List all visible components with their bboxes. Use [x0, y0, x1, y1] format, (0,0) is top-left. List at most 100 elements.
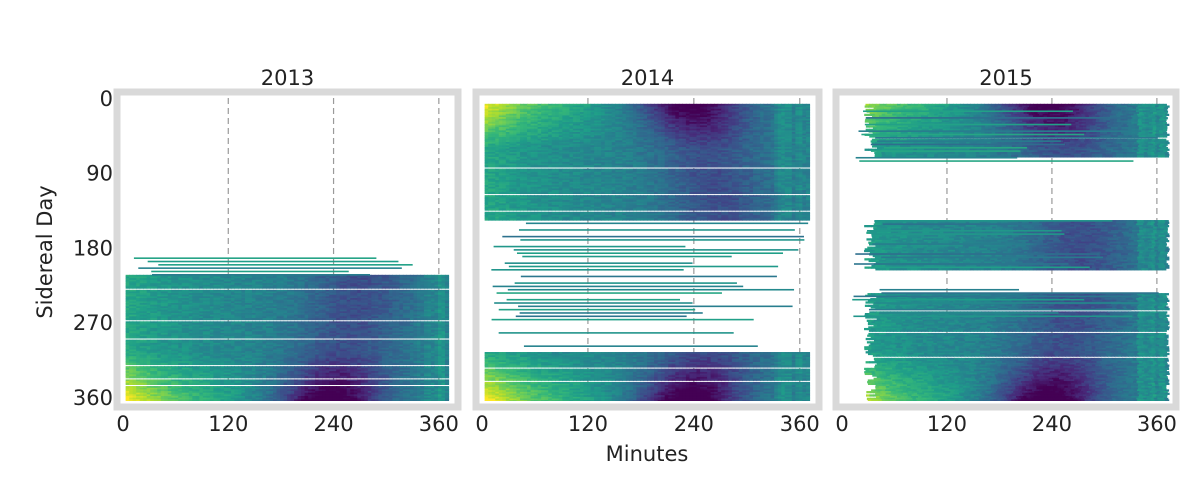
heatmap-cell	[132, 303, 137, 306]
heatmap-cell	[181, 317, 186, 321]
heatmap-cell	[430, 362, 436, 366]
heatmap-cell	[395, 332, 400, 336]
heatmap-cell	[308, 311, 313, 314]
heatmap-cell	[339, 299, 344, 302]
heatmap-cell	[311, 336, 316, 339]
heatmap-cell	[318, 313, 323, 316]
heatmap-cell	[199, 296, 204, 299]
heatmap-cell	[385, 316, 390, 319]
heatmap-cell	[248, 286, 253, 289]
heatmap-cell	[367, 327, 372, 331]
heatmap-cell	[276, 336, 281, 339]
heatmap-cell	[385, 304, 390, 307]
heatmap-cell	[430, 359, 436, 362]
heatmap-cell	[181, 289, 186, 293]
heatmap-cell	[223, 308, 229, 311]
heatmap-cell	[153, 304, 158, 307]
heatmap-cell	[385, 286, 390, 289]
heatmap-cell	[423, 339, 429, 342]
heatmap-cell	[195, 284, 200, 288]
heatmap-cell	[139, 284, 144, 288]
heatmap-cell	[444, 283, 450, 286]
heatmap-cell	[150, 281, 155, 284]
heatmap-cell	[283, 284, 288, 288]
heatmap-cell	[301, 293, 306, 296]
heatmap-cell	[287, 299, 292, 302]
heatmap-cell	[167, 276, 172, 279]
heatmap-cell	[364, 331, 369, 334]
heatmap-cell	[237, 359, 243, 362]
heatmap-cell	[269, 289, 274, 293]
heatmap-cell	[413, 352, 418, 356]
heatmap-cell	[416, 369, 422, 372]
heatmap-cell	[230, 336, 236, 339]
heatmap-cell	[297, 346, 302, 349]
heatmap-cell	[178, 276, 183, 279]
heatmap-cell	[216, 281, 221, 284]
heatmap-cell	[329, 354, 334, 357]
heatmap-cell	[223, 299, 229, 302]
heatmap-cell	[216, 324, 221, 327]
heatmap-cell	[339, 352, 344, 356]
heatmap-cell	[357, 334, 362, 337]
heatmap-cell	[269, 283, 274, 286]
heatmap-cell	[153, 369, 158, 372]
heatmap-cell	[276, 306, 281, 309]
heatmap-cell	[132, 354, 137, 357]
heatmap-cell	[202, 293, 207, 296]
heatmap-cell	[308, 341, 313, 344]
heatmap-cell	[143, 369, 148, 372]
heatmap-cell	[192, 313, 197, 316]
heatmap-cell	[125, 276, 130, 279]
heatmap-cell	[346, 324, 351, 327]
heatmap-cell	[437, 346, 443, 349]
heatmap-cell	[350, 308, 355, 311]
heatmap-cell	[427, 321, 432, 324]
heatmap-cell	[381, 336, 386, 339]
heatmap-cell	[188, 284, 193, 288]
heatmap-cell	[346, 301, 351, 304]
heatmap-cell	[230, 296, 236, 299]
heatmap-cell	[437, 354, 443, 357]
heatmap-cell	[237, 279, 243, 283]
heatmap-cell	[346, 344, 351, 347]
heatmap-cell	[262, 342, 267, 346]
heatmap-cell	[441, 321, 446, 324]
heatmap-cell	[420, 354, 425, 357]
heatmap-cell	[181, 274, 186, 278]
heatmap-cell	[322, 342, 327, 346]
heatmap-cell	[343, 293, 348, 296]
heatmap-cell	[188, 332, 193, 336]
heatmap-cell	[192, 324, 197, 327]
heatmap-cell	[178, 299, 183, 302]
heatmap-cell	[146, 356, 151, 359]
heatmap-cell	[388, 339, 393, 342]
heatmap-cell	[164, 304, 169, 307]
heatmap-cell	[325, 298, 330, 301]
heatmap-cell	[136, 306, 141, 309]
heatmap-cell	[343, 284, 348, 288]
heatmap-cell	[157, 304, 162, 307]
heatmap-cell	[199, 309, 204, 312]
heatmap-cell	[346, 331, 351, 334]
heatmap-cell	[294, 314, 299, 317]
heatmap-cell	[273, 284, 278, 288]
heatmap-cell	[178, 332, 183, 336]
heatmap-cell	[223, 324, 229, 327]
heatmap-cell	[437, 347, 443, 351]
heatmap-cell	[146, 274, 151, 278]
heatmap-cell	[322, 283, 327, 286]
heatmap-cell	[339, 304, 344, 307]
heatmap-cell	[234, 301, 239, 304]
heatmap-cell	[322, 322, 327, 326]
heatmap-cell	[202, 361, 207, 364]
heatmap-cell	[251, 344, 257, 347]
heatmap-cell	[364, 291, 369, 294]
heatmap-cell	[444, 346, 450, 349]
heatmap-cell	[199, 347, 204, 351]
heatmap-cell	[157, 339, 162, 342]
heatmap-cell	[199, 289, 204, 293]
heatmap-cell	[290, 356, 295, 359]
heatmap-cell	[322, 349, 327, 352]
heatmap-cell	[167, 352, 172, 356]
